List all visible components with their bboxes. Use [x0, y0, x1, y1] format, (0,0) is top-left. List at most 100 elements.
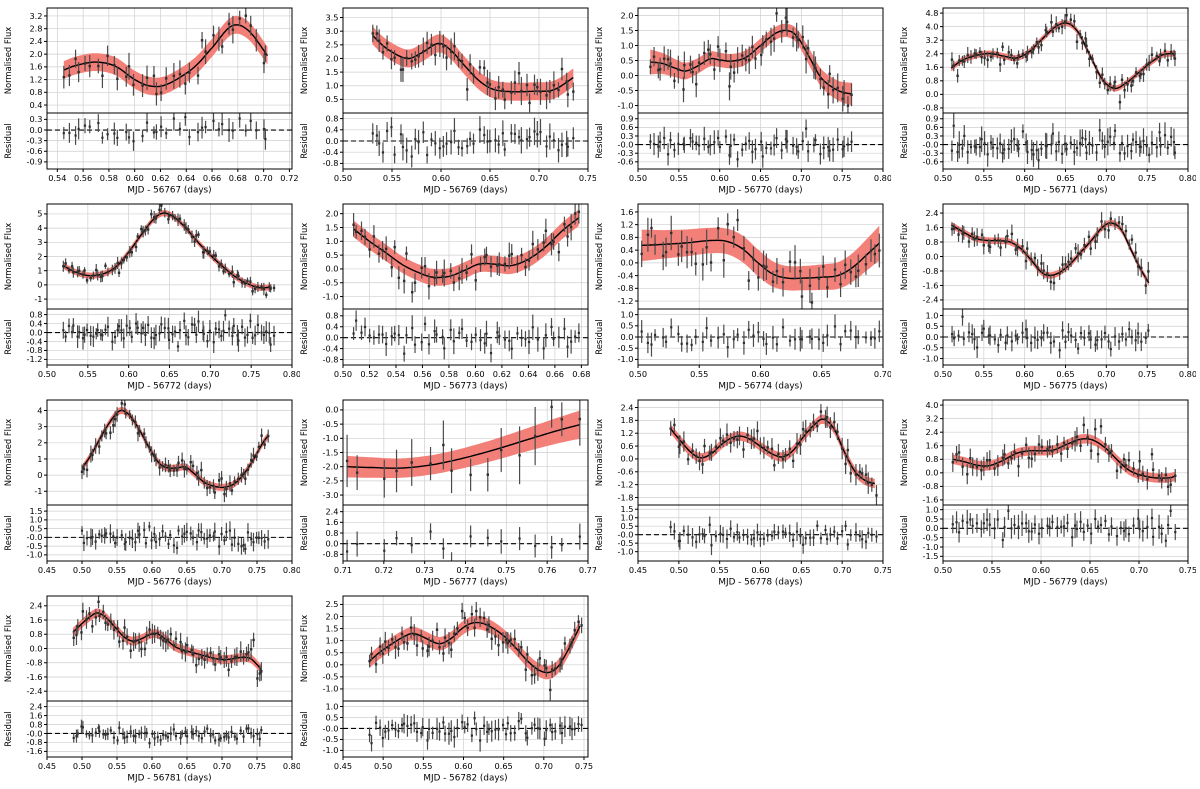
y-tick-label: 2.4 [925, 427, 938, 437]
y-tick-label: 1.5 [325, 222, 338, 232]
residual-tick-label: 0.0 [925, 523, 938, 533]
y-axis-label-normalised-flux: Normalised Flux [299, 27, 309, 95]
x-tick-label: 0.64 [177, 173, 195, 183]
y-tick-label: 2.4 [925, 208, 938, 218]
y-tick-label: -0.5 [618, 85, 634, 95]
y-tick-label: 1 [37, 454, 42, 464]
y-axis-label-residual: Residual [899, 515, 909, 550]
residual-tick-label: -1.2 [27, 354, 43, 364]
y-tick-label: 1.6 [29, 62, 42, 72]
residual-tick-label: -0.5 [618, 538, 634, 548]
x-tick-label: 0.65 [178, 565, 196, 575]
x-tick-label: 0.76 [538, 565, 556, 575]
x-tick-label: 0.80 [1179, 369, 1196, 379]
y-tick-label: -1.5 [323, 447, 339, 457]
y-tick-label: 0.5 [325, 94, 338, 104]
y-tick-label: -0.5 [323, 672, 339, 682]
x-tick-label: 0.70 [530, 173, 548, 183]
x-tick-label: 0.58 [100, 173, 118, 183]
light-curve-plot-6: 0.50 0.52 0.54 0.56 0.58 0.60 0.62 0.64 0.66 0.68… [299, 203, 590, 392]
y-tick-label: 3 [37, 237, 42, 247]
x-tick-label: 0.62 [493, 369, 511, 379]
x-tick-label: 0.50 [334, 173, 352, 183]
light-curve-plot-4: 0.50 0.55 0.60 0.65 0.70 0.75 0.80 4.8 4.0 3.2 2.4… [899, 7, 1197, 196]
residual-tick-label: 1.0 [620, 309, 633, 319]
y-tick-label: -1 [34, 486, 42, 496]
residual-tick-label: 0.8 [325, 528, 338, 538]
x-axis-label: MJD - 56777 (days) [423, 578, 507, 588]
y-tick-label: 0 [37, 280, 42, 290]
y-tick-label: 0.0 [325, 264, 338, 274]
y-tick-label: 4.8 [925, 8, 938, 18]
residual-tick-label: -0.0 [923, 139, 939, 149]
y-tick-label: 0.5 [325, 648, 338, 658]
x-axis-label: MJD - 56778 (days) [718, 578, 802, 588]
y-tick-label: 0.0 [925, 468, 938, 478]
x-axis-label: MJD - 56770 (days) [718, 186, 802, 196]
y-tick-label: 2 [37, 438, 42, 448]
y-tick-label: 3.2 [925, 35, 938, 45]
y-axis-label-normalised-flux: Normalised Flux [299, 419, 309, 487]
y-tick-label: -1.0 [323, 684, 339, 694]
y-tick-label: -0.5 [323, 419, 339, 429]
light-curve-panel-5: 0.50 0.55 0.60 0.65 0.70 0.75 0.80 5 4 3 2 1 0 -1 0.8 0… [0, 196, 301, 393]
light-curve-panel-12: 0.50 0.55 0.60 0.65 0.70 0.75 4.0 3.2 2.4 1.6 0.8 0… [896, 392, 1197, 589]
y-tick-label: 1.6 [925, 222, 938, 232]
x-tick-label: 0.75 [833, 173, 851, 183]
x-tick-label: 0.70 [213, 761, 231, 771]
residual-tick-label: 0.5 [620, 321, 633, 331]
y-tick-label: 0.8 [29, 629, 42, 639]
y-tick-label: -0.4 [618, 270, 634, 280]
y-tick-label: 2.0 [325, 611, 338, 621]
x-tick-label: 0.50 [934, 369, 952, 379]
y-tick-label: -0.8 [27, 658, 43, 668]
y-tick-label: -2.4 [27, 686, 43, 696]
x-axis-label: MJD - 56782 (days) [423, 774, 507, 784]
residual-tick-label: 1.6 [29, 710, 42, 720]
x-tick-label: 0.75 [1179, 565, 1196, 575]
x-tick-label: 0.60 [143, 565, 161, 575]
light-curve-plot-2: 0.50 0.55 0.60 0.65 0.70 0.75 3.5 3.0 2.5 2.0 1.5 1… [299, 7, 597, 196]
y-tick-label: 0.8 [620, 232, 633, 242]
y-tick-label: 0.6 [620, 441, 633, 451]
residual-tick-label: -1.0 [323, 745, 339, 755]
residual-tick-label: -1.6 [27, 746, 43, 756]
x-tick-label: 0.60 [751, 369, 769, 379]
y-tick-label: 1.5 [325, 67, 338, 77]
residual-tick-label: -0.3 [27, 135, 43, 145]
residual-tick-label: 0.8 [29, 719, 42, 729]
x-tick-label: 0.60 [454, 761, 472, 771]
x-tick-label: 0.75 [874, 565, 891, 575]
light-curve-plot-10: 0.71 0.72 0.73 0.74 0.75 0.76 0.77 0.0 -0.5 -1.0 -… [299, 399, 597, 588]
residual-tick-label: -1.0 [923, 542, 939, 552]
residual-tick-label: -0.8 [323, 354, 339, 364]
y-tick-label: -2.5 [323, 476, 339, 486]
x-tick-label: 0.74 [456, 565, 474, 575]
light-curve-plot-13: 0.45 0.50 0.55 0.60 0.65 0.70 0.75 0.802.41.60.… [3, 595, 301, 784]
x-tick-label: 0.55 [975, 369, 993, 379]
x-tick-label: 0.60 [1016, 369, 1034, 379]
light-curve-plot-11: 0.45 0.50 0.55 0.60 0.65 0.70 0.75 2.4 1.8 1.2 0.6… [594, 399, 892, 588]
light-curve-panel-7: 0.50 0.55 0.60 0.65 0.70 1.6 1.2 0.8 0.4 0.0 -0.4 -… [591, 196, 892, 393]
y-tick-label: 1.0 [325, 236, 338, 246]
y-tick-label: 0.0 [29, 643, 42, 653]
y-tick-label: 2.0 [29, 49, 42, 59]
y-tick-label: 2 [37, 251, 42, 261]
x-tick-label: 0.75 [1138, 369, 1156, 379]
y-tick-label: 4.0 [925, 400, 938, 410]
y-tick-label: 5 [37, 209, 42, 219]
residual-tick-label: -0.8 [323, 549, 339, 559]
y-tick-label: 2.5 [325, 40, 338, 50]
x-tick-label: 0.55 [79, 369, 97, 379]
residual-tick-label: 0.0 [325, 136, 338, 146]
x-tick-label: 0.50 [934, 173, 952, 183]
residual-tick-label: -0.5 [323, 734, 339, 744]
x-tick-label: 0.60 [126, 173, 144, 183]
x-tick-label: 0.70 [255, 173, 273, 183]
y-tick-label: 0.5 [325, 250, 338, 260]
x-tick-label: 0.70 [535, 761, 553, 771]
x-tick-label: 0.65 [160, 369, 178, 379]
x-tick-label: 0.60 [711, 173, 729, 183]
x-tick-label: 0.58 [440, 369, 458, 379]
residual-tick-label: 0.5 [925, 321, 938, 331]
